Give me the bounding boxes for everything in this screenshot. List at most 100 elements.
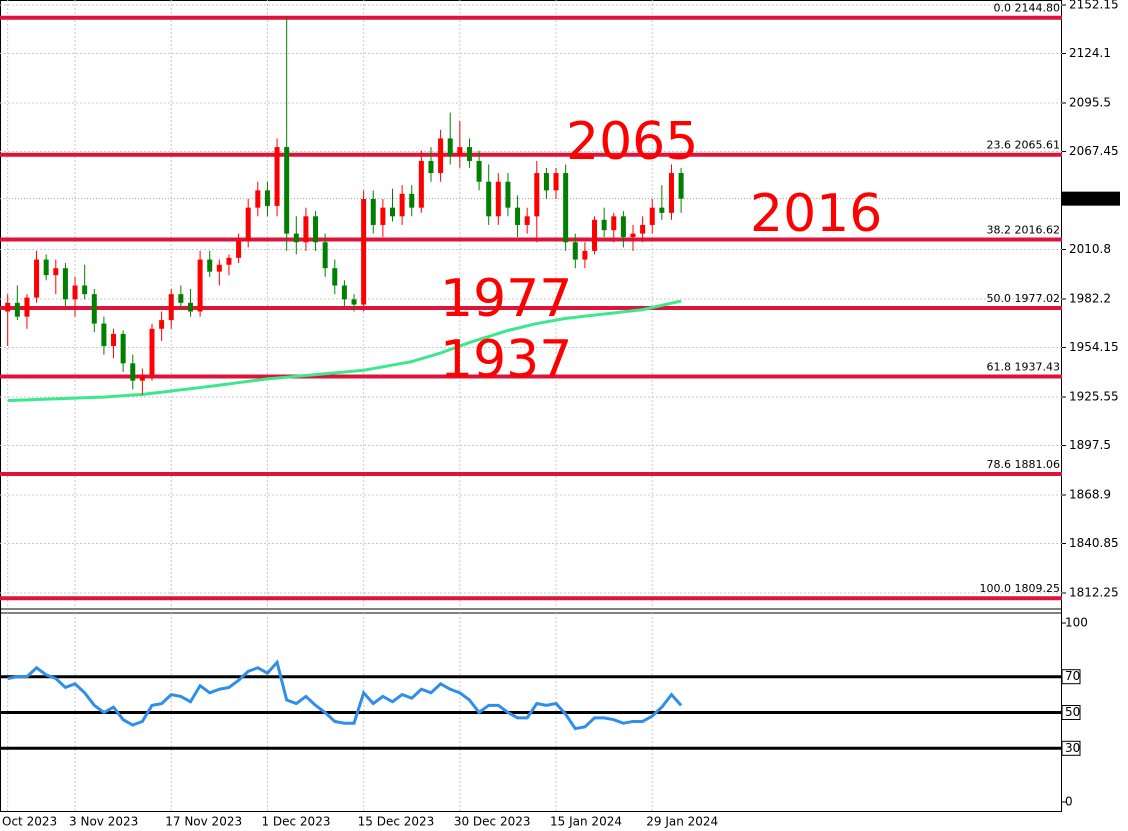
candle-body — [399, 193, 405, 217]
candle-body — [457, 147, 463, 156]
candle-body — [255, 190, 261, 208]
candle-body — [630, 233, 636, 238]
last-price-label: 2040.21 — [1066, 191, 1116, 205]
candle-body — [149, 328, 155, 376]
candle-body — [495, 181, 501, 217]
candle-body — [649, 207, 655, 225]
candle-body — [82, 285, 88, 295]
candle-body — [476, 160, 482, 182]
x-tick-label: Oct 2023 — [2, 815, 57, 829]
candle-body — [197, 259, 203, 312]
candle-body — [303, 216, 309, 243]
y-tick-label: 30 — [1065, 741, 1080, 755]
candle-body — [178, 294, 184, 303]
candle-body — [620, 216, 626, 238]
candle-body — [678, 173, 684, 199]
frame — [0, 0, 1062, 812]
candle-body — [601, 219, 607, 231]
annotation: 1977 — [440, 269, 572, 329]
fib-label: 78.6 1881.06 — [987, 458, 1060, 471]
candle-body — [361, 199, 367, 305]
y-tick-label: 1868.9 — [1069, 488, 1111, 502]
y-tick-label: 1982.2 — [1069, 292, 1111, 306]
x-tick-label: 15 Jan 2024 — [550, 815, 622, 829]
candle-body — [592, 219, 598, 251]
y-tick-label: 70 — [1065, 669, 1080, 683]
y-tick-label: 1840.85 — [1069, 536, 1119, 550]
candle-body — [428, 160, 434, 174]
candle-body — [572, 242, 578, 260]
candle-body — [611, 216, 617, 231]
candle-body — [447, 138, 453, 156]
y-tick-label: 2010.8 — [1069, 242, 1111, 256]
candle-body — [563, 173, 569, 243]
candle-body — [139, 375, 145, 381]
candle-body — [409, 193, 415, 208]
candle-body — [111, 333, 117, 347]
candle-body — [53, 268, 59, 276]
candle-body — [438, 138, 444, 174]
candle-body — [380, 207, 386, 225]
candle-body — [534, 173, 540, 217]
fib-label: 61.8 1937.43 — [987, 360, 1060, 373]
candle-body — [582, 250, 588, 260]
candle-body — [284, 147, 290, 234]
y-tick-label: 2095.5 — [1069, 95, 1111, 109]
candle-body — [159, 320, 165, 329]
candle-body — [245, 207, 251, 241]
tick-box — [1061, 669, 1081, 685]
candle-body — [313, 216, 319, 243]
candle-body — [187, 302, 193, 312]
y-tick-label: 1925.55 — [1069, 390, 1119, 404]
candle-body — [370, 199, 376, 225]
y-tick-label: 2067.45 — [1069, 144, 1119, 158]
candle-body — [553, 173, 559, 191]
candle-body — [216, 264, 222, 272]
candle-body — [43, 259, 49, 276]
candle-body — [505, 181, 511, 208]
annotation: 2065 — [566, 112, 698, 172]
candle-body — [640, 224, 646, 234]
candle-body — [543, 173, 549, 191]
fib-label: 100.0 1809.25 — [980, 582, 1060, 595]
candle-body — [418, 160, 424, 208]
candle-body — [120, 333, 126, 364]
y-tick-label: 50 — [1065, 705, 1080, 719]
candle-body — [101, 323, 107, 347]
candle-body — [264, 190, 270, 206]
candle-body — [659, 207, 665, 213]
candle-body — [168, 294, 174, 321]
candle-body — [207, 259, 213, 272]
y-tick-label: 2152.15 — [1069, 0, 1119, 11]
candle-body — [236, 240, 242, 258]
candle-body — [668, 173, 674, 213]
candle-body — [351, 299, 357, 305]
fib-label: 0.0 2144.80 — [994, 2, 1060, 15]
x-tick-label: 17 Nov 2023 — [165, 815, 242, 829]
tick-box — [1061, 740, 1081, 756]
annotation: 2016 — [750, 184, 882, 244]
candle-body — [72, 285, 78, 300]
candle-body — [341, 285, 347, 300]
candle-body — [62, 268, 68, 300]
candle-body — [332, 268, 338, 286]
rsi-line — [7, 659, 683, 731]
candle-body — [293, 233, 299, 243]
x-tick-label: 3 Nov 2023 — [69, 815, 138, 829]
x-tick-label: 15 Dec 2023 — [358, 815, 435, 829]
candle-body — [5, 302, 11, 312]
candle-body — [34, 259, 40, 298]
x-tick-label: 1 Dec 2023 — [261, 815, 330, 829]
candle-body — [226, 257, 232, 265]
candle-body — [24, 297, 30, 317]
tick-box — [1061, 705, 1081, 720]
candle-body — [274, 147, 280, 206]
y-tick-label: 1954.15 — [1069, 340, 1119, 354]
candle-body — [466, 147, 472, 161]
x-tick-label: 30 Dec 2023 — [454, 815, 531, 829]
candle-body — [524, 216, 530, 225]
candle-body — [91, 294, 97, 324]
